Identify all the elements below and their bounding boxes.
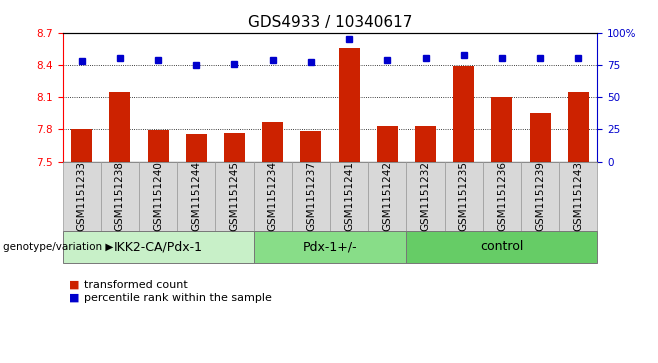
Text: percentile rank within the sample: percentile rank within the sample (84, 293, 272, 303)
Text: GSM1151237: GSM1151237 (306, 161, 316, 231)
Bar (262, 122, 283, 162)
Text: GSM1151243: GSM1151243 (573, 161, 584, 231)
Bar (377, 126, 398, 162)
Text: ■: ■ (69, 293, 80, 303)
Bar (415, 126, 436, 162)
Title: GDS4933 / 10340617: GDS4933 / 10340617 (248, 15, 412, 30)
Text: GSM1151240: GSM1151240 (153, 161, 163, 231)
Text: GSM1151235: GSM1151235 (459, 161, 468, 231)
Bar (300, 131, 321, 162)
Bar (147, 130, 168, 162)
Bar (109, 92, 130, 162)
Text: GSM1151244: GSM1151244 (191, 161, 201, 231)
Bar (568, 92, 589, 162)
Text: GSM1151233: GSM1151233 (76, 161, 87, 231)
Text: GSM1151241: GSM1151241 (344, 161, 354, 231)
Text: GSM1151242: GSM1151242 (382, 161, 392, 231)
Bar (186, 134, 207, 162)
Bar (224, 132, 245, 162)
Bar (453, 66, 474, 162)
Text: GSM1151234: GSM1151234 (268, 161, 278, 231)
Text: control: control (480, 240, 524, 253)
Text: GSM1151238: GSM1151238 (115, 161, 125, 231)
Text: ■: ■ (69, 280, 80, 290)
Text: GSM1151239: GSM1151239 (535, 161, 545, 231)
Text: GSM1151245: GSM1151245 (230, 161, 240, 231)
Text: IKK2-CA/Pdx-1: IKK2-CA/Pdx-1 (114, 240, 203, 253)
Bar (530, 113, 551, 162)
Bar (492, 97, 513, 162)
Bar (339, 48, 360, 162)
Text: Pdx-1+/-: Pdx-1+/- (303, 240, 357, 253)
Text: GSM1151232: GSM1151232 (420, 161, 430, 231)
Text: transformed count: transformed count (84, 280, 188, 290)
Text: genotype/variation ▶: genotype/variation ▶ (3, 242, 114, 252)
Text: GSM1151236: GSM1151236 (497, 161, 507, 231)
Bar (71, 129, 92, 162)
